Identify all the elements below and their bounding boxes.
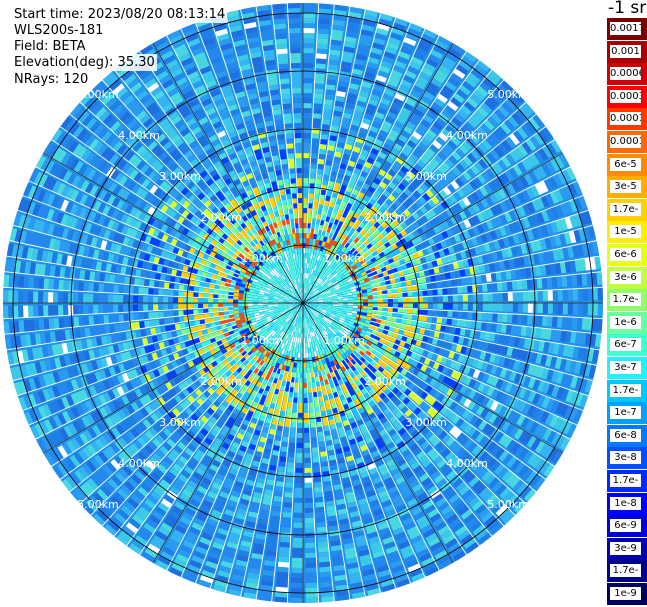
- colorbar-tick-label: 1e-6: [610, 315, 641, 329]
- range-ring-labels: 1.00km 1.00km 1.00km 1.00km 2.00km 2.00km 2.00…: [77, 88, 529, 511]
- instrument-label: WLS200s-181: [12, 22, 106, 39]
- colorbar-tick-label: 1e-9: [610, 587, 641, 600]
- colorbar-tick-label: 0.001: [610, 44, 641, 58]
- colorbar-tick-label: 6e-7: [610, 338, 641, 352]
- colorbar-cell: 0.0003: [607, 85, 647, 108]
- colorbar-cell: 3e-5: [607, 176, 647, 199]
- colorbar-cell: 6e-9: [607, 515, 647, 538]
- colorbar-tick-label: 1e-5: [610, 225, 641, 239]
- colorbar-cell: 3e-7: [607, 357, 647, 379]
- colorbar-cell: 1e-7: [607, 402, 647, 425]
- colorbar-tick-label: 3e-8: [610, 451, 641, 465]
- range-ring-label: 5.00km: [487, 498, 529, 511]
- colorbar-tick-label: 6e-5: [610, 157, 641, 171]
- range-ring-label: 2.00km: [364, 211, 406, 224]
- colorbar-tick-label: 0.0017: [610, 22, 641, 35]
- colorbar-tick-label: 3e-5: [610, 180, 641, 194]
- colorbar-tick-label: 6e-6: [610, 248, 641, 261]
- colorbar-tick-label: 1e-8: [610, 496, 641, 510]
- colorbar-tick-label: 1.7e-9: [610, 564, 641, 578]
- colorbar-cell: 1.7e-7: [607, 379, 647, 402]
- colorbar-cell: 6e-5: [607, 153, 647, 176]
- colorbar-cell: 6e-8: [607, 424, 647, 447]
- ppi-scan-plot: 1.00km 1.00km 1.00km 1.00km 2.00km 2.00km 2.00…: [3, 3, 603, 603]
- range-ring-label: 1.00km: [323, 252, 365, 265]
- colorbar-tick-label: 6e-9: [610, 519, 641, 533]
- range-ring-label: 2.00km: [200, 211, 242, 224]
- colorbar-tick-label: 3e-9: [610, 541, 641, 555]
- colorbar-cell: 0.0017: [607, 18, 647, 40]
- lidar-ray-field: [3, 3, 603, 603]
- colorbar-cell: 1e-9: [607, 583, 647, 605]
- colorbar-cell: 1e-5: [607, 221, 647, 244]
- colorbar-cell: 1.7e-5: [607, 198, 647, 221]
- colorbar-tick-label: 3e-6: [610, 270, 641, 284]
- range-ring-label: 4.00km: [118, 457, 160, 470]
- range-ring-label: 4.00km: [118, 129, 160, 142]
- colorbar-cell: 3e-9: [607, 537, 647, 560]
- range-ring-label: 5.00km: [77, 88, 119, 101]
- colorbar-tick-label: 1.7e-7: [610, 383, 641, 397]
- colorbar-cell: 3e-8: [607, 447, 647, 470]
- start-time-label: Start time: 2023/08/20 08:13:14: [12, 6, 228, 23]
- colorbar-tick-label: 6e-8: [610, 428, 641, 442]
- range-ring-label: 1.00km: [323, 334, 365, 347]
- colorbar-cell: 1e-6: [607, 311, 647, 334]
- colorbar-tick-label: 1e-7: [610, 406, 641, 420]
- range-ring-label: 1.00km: [241, 334, 283, 347]
- colorbar-cell: 6e-7: [607, 334, 647, 357]
- colorbar-unit: -1 sr: [608, 0, 647, 18]
- range-ring-label: 3.00km: [405, 170, 447, 183]
- colorbar-tick-label: 1.7e-6: [610, 293, 641, 307]
- range-ring-grid: [3, 3, 603, 603]
- range-ring-label: 1.00km: [241, 252, 283, 265]
- range-ring-label: 3.00km: [405, 416, 447, 429]
- elevation-label: Elevation(deg): 35.30: [12, 54, 157, 71]
- colorbar-tick-label: 3e-7: [610, 361, 641, 374]
- colorbar-cell: 0.001: [607, 40, 647, 63]
- colorbar-cell: 1e-8: [607, 492, 647, 515]
- range-ring-label: 2.00km: [200, 375, 242, 388]
- colorbar-cell: 1.7e-9: [607, 560, 647, 583]
- range-ring-label: 4.00km: [446, 129, 488, 142]
- field-label: Field: BETA: [12, 38, 88, 55]
- colorbar-tick-label: 1.7e-8: [610, 474, 641, 487]
- colorbar-cell: 0.0001: [607, 131, 647, 153]
- range-ring-label: 2.00km: [364, 375, 406, 388]
- range-ring-label: 4.00km: [446, 457, 488, 470]
- colorbar-tick-label: 0.0003: [610, 89, 641, 103]
- colorbar-cell: 1.7e-8: [607, 470, 647, 492]
- colorbar-tick-label: 0.0001: [610, 135, 641, 148]
- colorbar-cell: 0.00017: [607, 108, 647, 131]
- colorbar-cell: 6e-6: [607, 244, 647, 266]
- range-ring-label: 3.00km: [159, 170, 201, 183]
- nrays-label: NRays: 120: [12, 71, 91, 88]
- colorbar-cell: 1.7e-6: [607, 289, 647, 312]
- colorbar-cell: 3e-6: [607, 266, 647, 289]
- range-ring-label: 5.00km: [77, 498, 119, 511]
- range-ring-label: 3.00km: [159, 416, 201, 429]
- colorbar-tick-label: 1.7e-5: [610, 202, 641, 216]
- colorbar-tick-label: 0.00017: [610, 112, 641, 126]
- range-ring-label: 5.00km: [487, 88, 529, 101]
